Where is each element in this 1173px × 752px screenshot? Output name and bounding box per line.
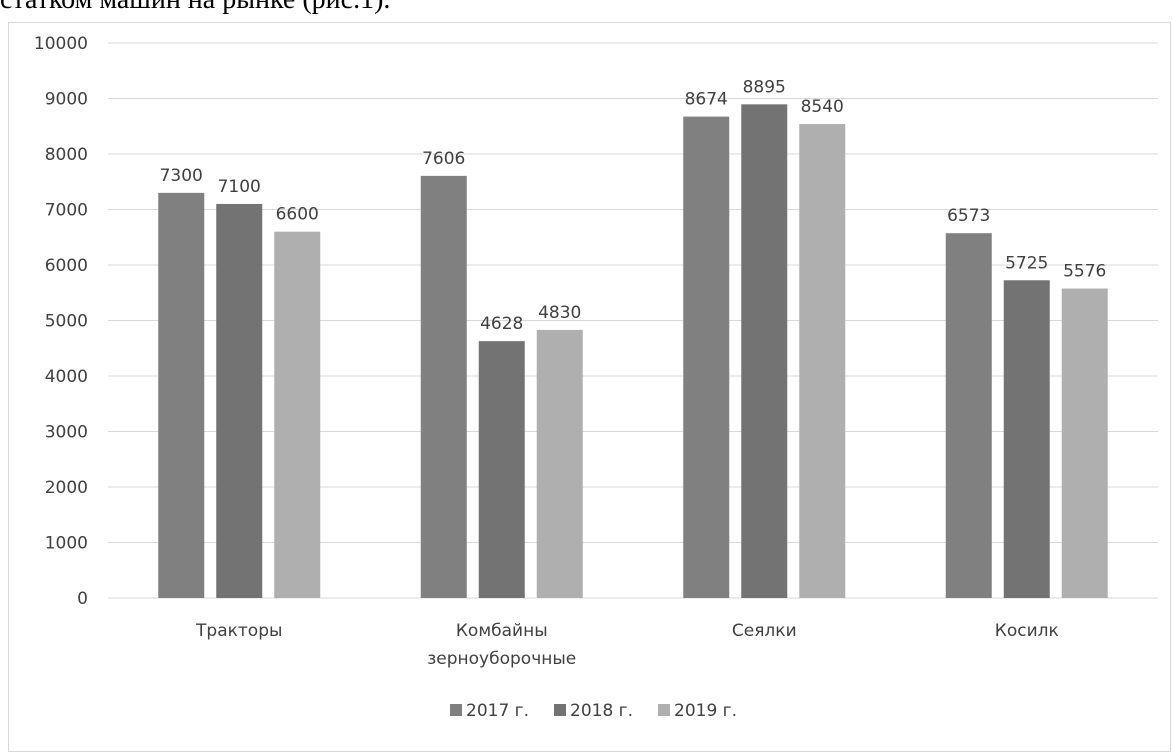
y-tick-label: 4000 [45,367,88,387]
data-label: 8674 [685,90,728,110]
legend-label: 2019 г. [674,701,737,721]
y-tick-label: 1000 [45,534,88,554]
legend-label: 2018 г. [570,701,633,721]
y-tick-label: 9000 [45,90,88,110]
x-axis-categories: Тракторы Комбайны зерноуборочные Сеялки Коси… [195,621,1059,669]
gridlines [108,42,1158,599]
bar [274,231,321,598]
bar [420,175,467,598]
x-category-label: Сеялки [732,621,797,641]
bar [158,192,205,598]
y-tick-label: 0 [77,589,88,609]
data-label: 7100 [218,177,261,197]
x-category-label: зерноуборочные [427,649,576,669]
data-label: 7300 [160,166,203,186]
y-tick-label: 7000 [45,201,88,221]
bar [1061,288,1108,598]
y-tick-label: 8000 [45,145,88,165]
legend-swatch [658,704,670,716]
bar [536,329,583,598]
bars [158,104,1108,599]
data-labels: 7300 7100 6600 7606 4628 4830 8674 8895 8540 6573… [160,77,1107,334]
y-axis-ticks: 0 1000 2000 3000 4000 5000 6000 7000 8000 9000 100… [34,34,88,609]
bar [741,104,788,598]
bar [478,341,525,598]
data-label: 7606 [422,149,465,169]
legend-swatch [450,704,462,716]
y-tick-label: 3000 [45,423,88,443]
bar [216,203,263,598]
bar [683,116,730,598]
legend: 2017 г. 2018 г. 2019 г. [450,701,737,721]
bar [945,233,992,599]
y-tick-label: 2000 [45,478,88,498]
data-label: 8540 [801,97,844,117]
x-category-label: Комбайны [456,621,548,641]
y-tick-label: 10000 [34,34,88,54]
data-label: 6573 [947,206,990,226]
y-tick-label: 5000 [45,312,88,332]
y-tick-label: 6000 [45,256,88,276]
data-label: 5576 [1063,262,1106,282]
legend-swatch [554,704,566,716]
data-label: 4830 [538,303,581,323]
bar [1003,280,1050,598]
x-category-label: Тракторы [195,621,282,641]
data-label: 4628 [480,314,523,334]
data-label: 6600 [276,205,319,225]
data-label: 5725 [1005,253,1048,273]
document-text: статком машин на рынке (рис.1). [0,0,390,16]
legend-label: 2017 г. [466,701,529,721]
data-label: 8895 [743,77,786,97]
bar [799,124,846,598]
x-category-label: Косилк [995,621,1059,641]
